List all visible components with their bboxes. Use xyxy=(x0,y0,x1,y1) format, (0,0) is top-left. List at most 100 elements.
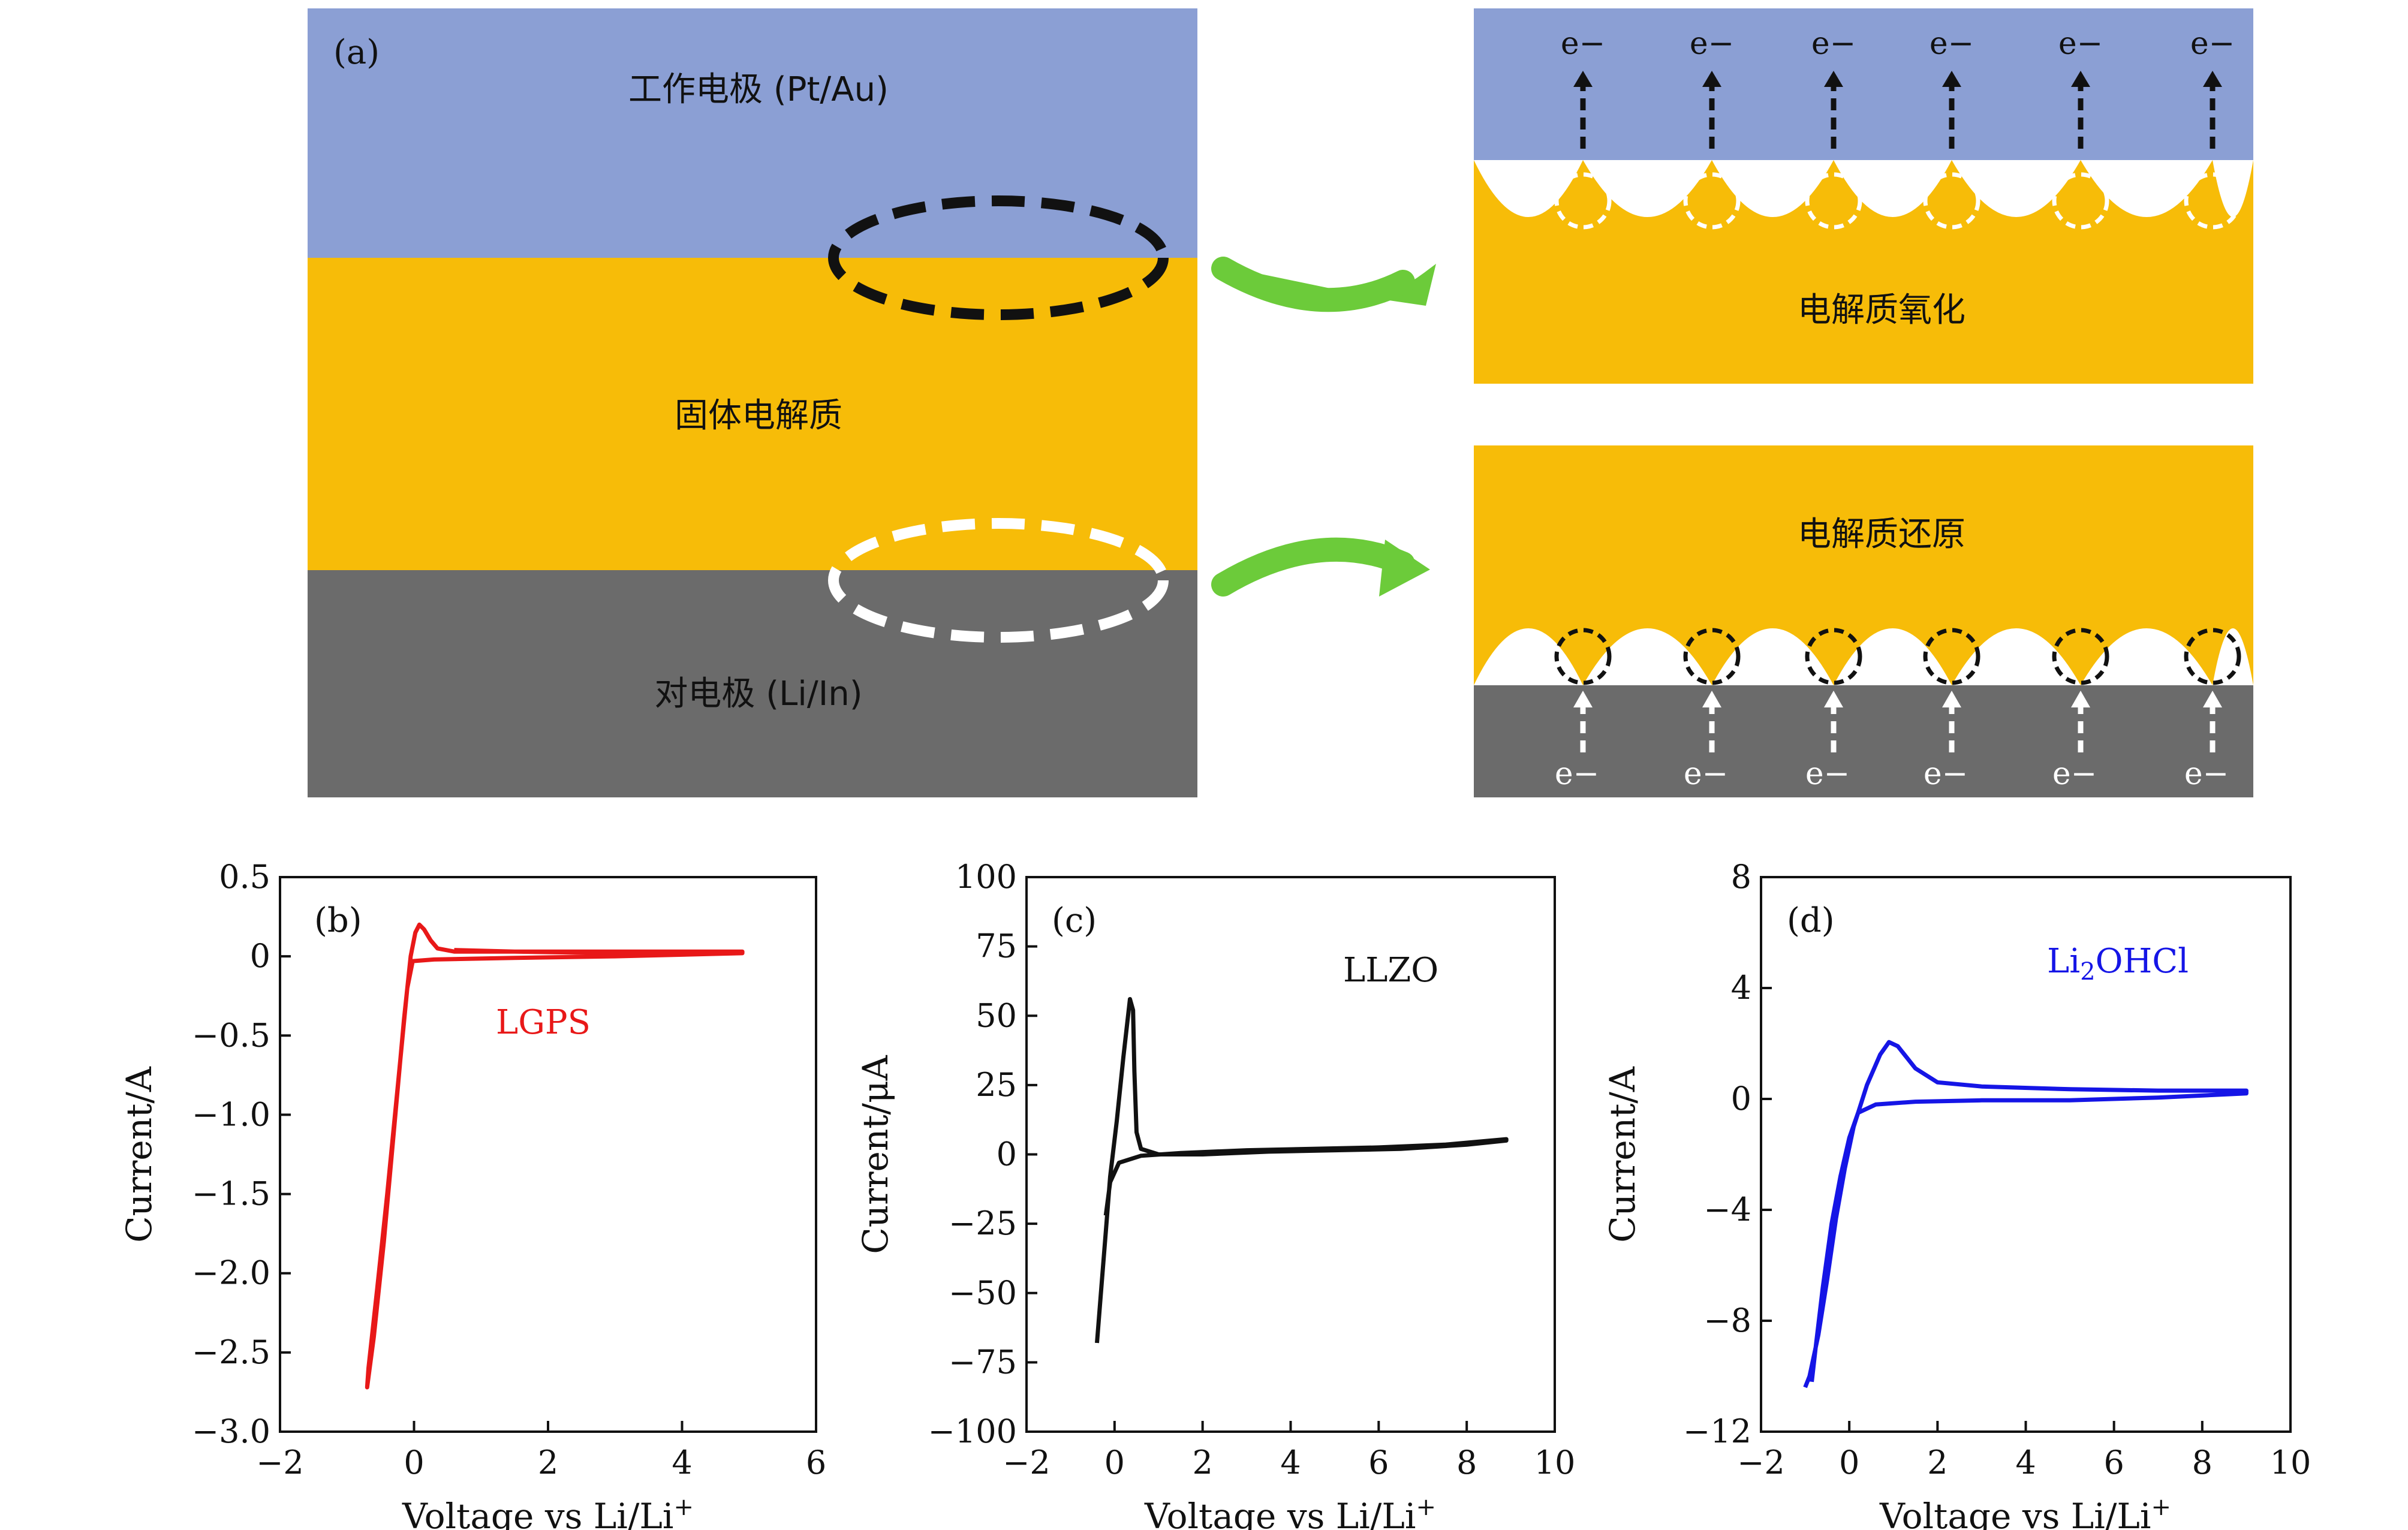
chart-d-ytick-label: −8 xyxy=(1703,1302,1751,1339)
chart-d-annotation-rest: OHCl xyxy=(2096,942,2189,981)
chart-b-xtick-label: 2 xyxy=(538,1444,558,1481)
oxidation-electrode xyxy=(1474,8,2253,160)
oxidation-decorations: e− e− e− e− e− e− xyxy=(1554,26,2241,230)
chart-d-xtick-label: 8 xyxy=(2192,1444,2213,1481)
oxidation-arrow-shaft xyxy=(1211,257,1415,312)
chart-c-xlabel: Voltage vs Li/Li+ xyxy=(1144,1493,1436,1530)
chart-b-ylabel: Current/A xyxy=(119,1066,159,1243)
chart-c-xtick-label: 8 xyxy=(1456,1444,1477,1481)
chart-d-ytick-label: 0 xyxy=(1731,1080,1751,1118)
chart-b-xtick-label: 4 xyxy=(672,1444,692,1481)
oxidation-site-circle xyxy=(1683,172,1741,230)
chart-b-series-line xyxy=(365,922,745,1390)
reduction-electrode xyxy=(1474,685,2253,797)
panel-a-label: (a) xyxy=(333,33,380,72)
chart-d-ytick-label: −4 xyxy=(1703,1191,1751,1228)
chart-c-ytick-label: 100 xyxy=(955,858,1017,896)
electron-arrow-up-head xyxy=(1942,691,1961,707)
chart-c-xtick-label: −2 xyxy=(1003,1444,1051,1481)
electrolyte-layer xyxy=(308,258,1197,570)
chart-c-panel-label: (c) xyxy=(1052,901,1097,940)
chart-b-xlabel: Voltage vs Li/Li+ xyxy=(402,1493,694,1530)
oxidation-site-circle xyxy=(1805,172,1862,230)
oxidation-site-circle xyxy=(2184,172,2241,230)
chart-d-series-line xyxy=(1803,1040,2249,1389)
chart-c-ytick-label: −50 xyxy=(949,1274,1017,1312)
electron-label: e− xyxy=(1555,756,1599,792)
chart-c-xtick-label: 10 xyxy=(1534,1444,1576,1481)
electron-label: e− xyxy=(2184,756,2229,792)
reduction-decorations: e− e− e− e− e− e− xyxy=(1554,628,2241,792)
electron-label: e− xyxy=(1690,26,1734,62)
chart-d-xtick-label: −2 xyxy=(1737,1444,1785,1481)
working-electrode-label: 工作电极 (Pt/Au) xyxy=(628,70,889,109)
electron-label: e− xyxy=(1805,756,1850,792)
reduction-label: 电解质还原 xyxy=(1798,515,1965,554)
chart-c-xtick-label: 4 xyxy=(1280,1444,1301,1481)
chart-d-ylabel: Current/A xyxy=(1602,1066,1643,1243)
chart-c-ytick-label: 25 xyxy=(976,1066,1017,1104)
reduction-arrow xyxy=(1379,540,1430,597)
oxidation-site-circle xyxy=(1554,172,1612,230)
reduction-site-circle xyxy=(1683,628,1741,685)
oxidation-label: 电解质氧化 xyxy=(1798,291,1965,330)
chart-c-ticks: −2 0 2 4 6 8 10 100 75 50 25 0 −25 −50 −75 −100 xyxy=(928,858,1576,1481)
chart-b-ytick-label: −2.5 xyxy=(192,1333,270,1371)
electron-arrow-up-head xyxy=(1573,691,1593,707)
electron-label: e− xyxy=(2052,756,2097,792)
chart-d-xtick-label: 0 xyxy=(1839,1444,1859,1481)
oxidation-interface-ellipse xyxy=(828,195,1169,320)
chart-b-ytick-label: −2.0 xyxy=(192,1254,270,1292)
electrolyte-label: 固体电解质 xyxy=(675,396,842,435)
chart-d-panel-label: (d) xyxy=(1787,901,1835,940)
chart-b-xtick-label: 0 xyxy=(404,1444,424,1481)
chart-b-panel-label: (b) xyxy=(314,901,362,940)
reduction-site-circle xyxy=(1923,628,1980,685)
chart-b-annotation: LGPS xyxy=(496,1003,591,1042)
chart-b-ytick-label: −1.0 xyxy=(192,1095,270,1133)
chart-c-ytick-label: 50 xyxy=(976,996,1017,1034)
oxidation-site-circle xyxy=(1923,172,1980,230)
schematic-panel: (a) 工作电极 (Pt/Au) 固体电解质 对电极 (Li/In) e− e− e… xyxy=(308,8,2253,797)
chart-c-xtick-label: 0 xyxy=(1104,1444,1125,1481)
reduction-interface-ellipse xyxy=(828,518,1169,643)
chart-d-xtick-label: 6 xyxy=(2103,1444,2124,1481)
chart-d-annotation-sub: 2 xyxy=(2080,958,2095,986)
electron-arrow-up-head xyxy=(2071,71,2090,87)
electron-arrow-up-head xyxy=(1824,71,1843,87)
chart-c-xlabel-main: Voltage vs Li/Li xyxy=(1144,1496,1416,1530)
chart-c: −2 0 2 4 6 8 10 100 75 50 25 0 −25 −50 −75 −100 (c) LLZ… xyxy=(855,858,1575,1530)
chart-d-xlabel: Voltage vs Li/Li+ xyxy=(1879,1493,2171,1530)
chart-c-ytick-label: −100 xyxy=(928,1412,1017,1450)
chart-b-ticks: −2 0 2 4 6 0.5 0 −0.5 −1.0 −1.5 −2.0 −2.5 −3.0 xyxy=(192,858,826,1481)
electron-arrow-up-head xyxy=(1573,71,1593,87)
counter-electrode-layer xyxy=(308,570,1197,797)
chart-b-ytick-label: −1.5 xyxy=(192,1175,270,1213)
chart-d-xtick-label: 10 xyxy=(2270,1444,2311,1481)
electron-arrow-up-head xyxy=(1942,71,1961,87)
chart-d-xlabel-main: Voltage vs Li/Li xyxy=(1879,1496,2151,1530)
counter-electrode-label: 对电极 (Li/In) xyxy=(654,674,862,713)
electron-label: e− xyxy=(2058,26,2103,62)
chart-d-ytick-label: −12 xyxy=(1683,1412,1751,1450)
chart-d-frame xyxy=(1760,876,2292,1433)
chart-b-xlabel-main: Voltage vs Li/Li xyxy=(402,1496,673,1530)
chart-d-ytick-label: 4 xyxy=(1731,969,1751,1007)
reduction-site-circle xyxy=(2184,628,2241,685)
electron-arrow-up-head xyxy=(2203,71,2222,87)
electron-arrow-up-head xyxy=(1702,71,1721,87)
chart-d-xlabel-sup: + xyxy=(2151,1493,2171,1521)
chart-c-ytick-label: 75 xyxy=(976,927,1017,965)
electron-label: e− xyxy=(2190,26,2235,62)
chart-c-ylabel: Current/μA xyxy=(855,1055,896,1254)
electron-arrow-up-head xyxy=(1824,691,1843,707)
electron-arrow-up-head xyxy=(2071,691,2090,707)
working-electrode-layer xyxy=(308,8,1197,258)
chart-d-annotation-main: Li xyxy=(2047,942,2080,981)
chart-c-xtick-label: 6 xyxy=(1368,1444,1389,1481)
chart-c-xlabel-sup: + xyxy=(1416,1493,1436,1521)
electron-arrow-up-head xyxy=(1702,691,1721,707)
chart-d-annotation: Li2OHCl xyxy=(2047,942,2189,986)
